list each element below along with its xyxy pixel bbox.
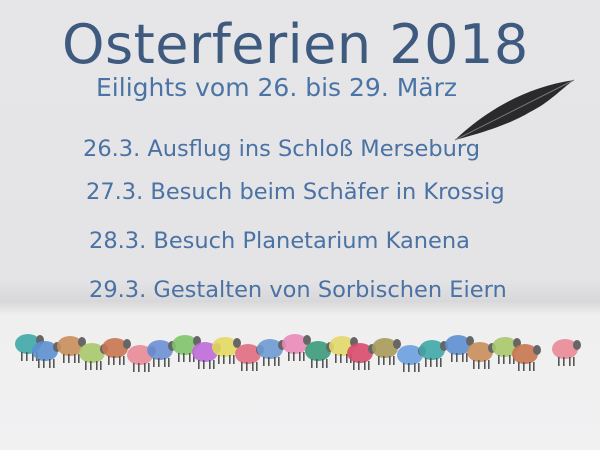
sheep (347, 343, 376, 370)
list-item: 28.3. Besuch Planetarium Kanena (89, 228, 470, 254)
sheep (212, 337, 241, 364)
sheep (147, 340, 176, 367)
sheep (32, 341, 61, 368)
sheep (492, 337, 521, 364)
sheep (79, 343, 108, 370)
sheep (512, 344, 541, 371)
sheep (552, 339, 581, 366)
list-item: 26.3. Ausflug ins Schloß Merseburg (83, 136, 481, 162)
subtitle: Eilights vom 26. bis 29. März (96, 73, 457, 102)
sheep (419, 340, 448, 367)
page-title: Osterferien 2018 (62, 13, 529, 76)
sheep (57, 336, 86, 363)
list-item: 29.3. Gestalten von Sorbischen Eiern (89, 277, 507, 303)
sheep (372, 338, 401, 365)
sheep (257, 339, 286, 366)
sheep (282, 334, 311, 361)
list-item: 27.3. Besuch beim Schäfer in Krossig (86, 179, 505, 205)
sheep (445, 335, 474, 362)
quill-feather-icon (454, 79, 575, 141)
colored-sheep-flock (15, 334, 581, 372)
sheep (102, 338, 131, 365)
sheep (467, 342, 496, 369)
